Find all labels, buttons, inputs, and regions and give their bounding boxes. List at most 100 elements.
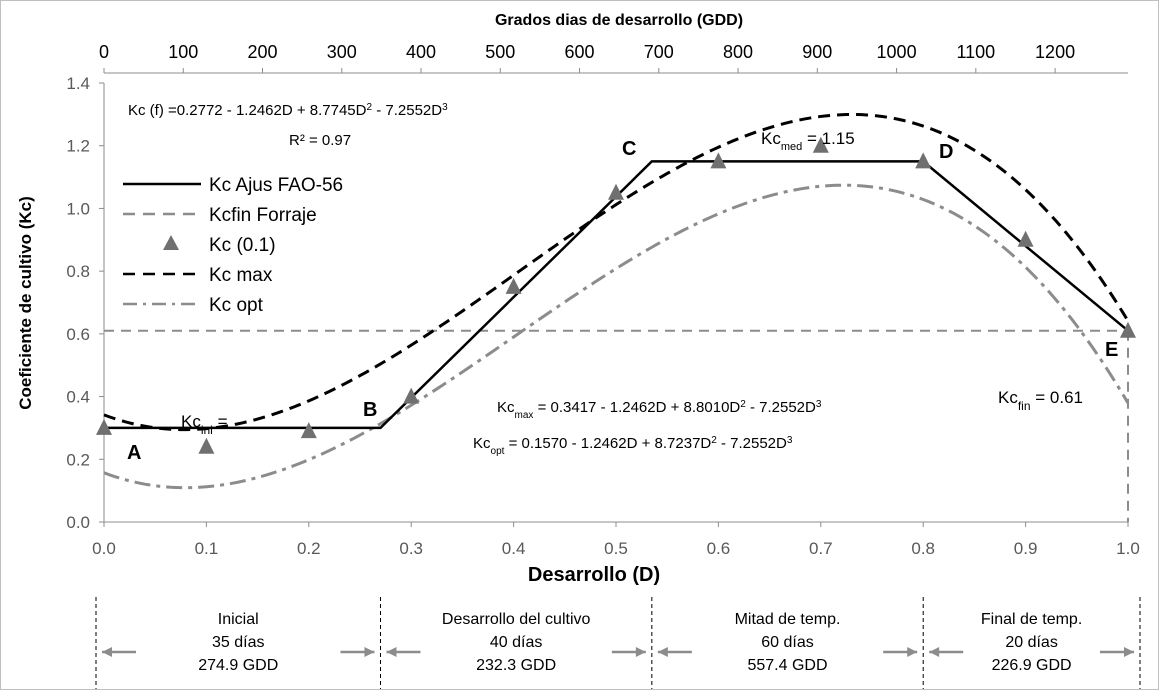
legend-label-kc-01: Kc (0.1)	[209, 235, 276, 256]
kc-01-marker	[300, 422, 317, 439]
kc-01-marker	[608, 183, 624, 200]
x-tick-label: 1.0	[1116, 539, 1140, 558]
y-tick-label: 0.4	[66, 388, 90, 407]
legend-item-kc-01: Kc (0.1)	[163, 235, 276, 256]
y-tick-label: 0.0	[66, 513, 90, 532]
legend-item-kcfin-forraje: Kcfin Forraje	[123, 205, 317, 226]
legend-item-kc-max: Kc max	[123, 265, 273, 286]
kc-01-marker	[505, 277, 522, 294]
stage-arrowhead	[907, 647, 918, 657]
top-tick-label: 500	[485, 42, 515, 62]
top-axis-ticks: 0 100 200 300 400 500 600 700 800 900 1000 1100 1200	[99, 42, 1075, 73]
stage-arrowhead	[635, 647, 646, 657]
series-kc-opt	[103, 183, 1130, 490]
point-label-a: A	[127, 442, 141, 464]
top-tick-label: 200	[247, 42, 277, 62]
x-tick-label: 0.6	[707, 539, 731, 558]
stage-gdd: 274.9 GDD	[198, 657, 278, 674]
y-tick-label: 1.4	[66, 74, 90, 93]
kc-max-equation: Kcmax = 0.3417 - 1.2462D + 8.8010D2 - 7.…	[497, 399, 822, 421]
point-label-e: E	[1105, 339, 1118, 361]
stage-name: Final de temp.	[981, 611, 1082, 628]
top-tick-label: 300	[327, 42, 357, 62]
top-tick-label: 1200	[1035, 42, 1075, 62]
kc-01-marker	[812, 136, 829, 153]
stage-days: 35 días	[212, 634, 264, 651]
top-tick-label: 400	[406, 42, 436, 62]
x-tick-label: 0.7	[809, 539, 833, 558]
legend: Kc Ajus FAO-56 Kcfin Forraje Kc (0.1) Kc…	[123, 175, 343, 316]
kc-fin-label: Kcfin = 0.61	[998, 388, 1083, 413]
series-kc-max	[103, 112, 1130, 432]
legend-label-kcfin-forraje: Kcfin Forraje	[209, 205, 317, 226]
top-tick-label: 100	[168, 42, 198, 62]
x-tick-label: 0.9	[1014, 539, 1038, 558]
kc-01-marker	[1017, 230, 1034, 247]
y-tick-label: 0.6	[66, 325, 90, 344]
y-axis-ticks: 0.0 0.2 0.4 0.6 0.8 1.0 1.2 1.4	[66, 74, 104, 532]
stage-arrowhead	[657, 647, 668, 657]
stage-name: Desarrollo del cultivo	[442, 611, 591, 628]
stage-arrowhead	[386, 647, 397, 657]
stage-gdd: 557.4 GDD	[747, 657, 827, 674]
top-tick-label: 600	[565, 42, 595, 62]
kc-01-marker	[96, 418, 112, 435]
x-tick-label: 0.4	[502, 539, 526, 558]
stage-days: 40 días	[490, 634, 542, 651]
kc-ini-label: Kcini =	[181, 412, 228, 437]
point-label-b: B	[363, 399, 377, 421]
stage-arrowhead	[364, 647, 375, 657]
stage-arrowhead	[929, 647, 940, 657]
legend-swatch-kc-01	[163, 235, 179, 250]
series-layer	[103, 112, 1130, 522]
legend-item-kc-ajus: Kc Ajus FAO-56	[123, 175, 343, 196]
top-tick-label: 800	[723, 42, 753, 62]
kc-opt-equation: Kcopt = 0.1570 - 1.2462D + 8.7237D2 - 7.…	[473, 435, 793, 457]
top-tick-label: 1000	[877, 42, 917, 62]
x-tick-label: 0.5	[604, 539, 628, 558]
top-tick-label: 700	[644, 42, 674, 62]
point-label-d: D	[939, 141, 953, 163]
y-tick-label: 0.2	[66, 450, 90, 469]
kc-med-label: Kcmed = 1.15	[761, 129, 855, 153]
x-tick-label: 0.2	[297, 539, 321, 558]
y-axis-title: Coeficiente de cultivo (Kc)	[16, 196, 35, 409]
kc-01-marker	[198, 437, 215, 454]
stage-gdd: 232.3 GDD	[476, 657, 556, 674]
x-tick-label: 0.3	[399, 539, 423, 558]
top-tick-label: 900	[802, 42, 832, 62]
legend-label-kc-opt: Kc opt	[209, 295, 264, 316]
series-kc-ajus-fao56	[104, 160, 1129, 430]
kc-01-marker	[710, 152, 727, 169]
top-axis-title: Grados dias de desarrollo (GDD)	[495, 12, 743, 29]
top-tick-label: 1100	[956, 42, 995, 62]
y-tick-label: 0.8	[66, 262, 90, 281]
stage-name: Inicial	[218, 611, 259, 628]
y-tick-label: 1.0	[66, 199, 90, 218]
stage-name: Mitad de temp.	[735, 611, 841, 628]
legend-label-kc-max: Kc max	[209, 265, 273, 286]
y-tick-label: 1.2	[66, 137, 90, 156]
r-squared: R² = 0.97	[289, 132, 351, 149]
kc-01-marker	[915, 152, 932, 169]
x-axis-title: Desarrollo (D)	[528, 564, 660, 586]
kc-01-marker	[1120, 321, 1136, 338]
stage-days: 20 días	[1005, 634, 1057, 651]
stage-arrowhead	[102, 647, 112, 657]
stage-days: 60 días	[761, 634, 813, 651]
kc-01-marker	[403, 387, 420, 404]
x-tick-label: 0.0	[92, 539, 116, 558]
x-tick-label: 0.1	[195, 539, 219, 558]
stage-arrowhead	[1124, 647, 1134, 657]
legend-item-kc-opt: Kc opt	[123, 295, 264, 316]
legend-label-kc-ajus: Kc Ajus FAO-56	[209, 175, 343, 196]
point-label-c: C	[622, 138, 636, 160]
stage-band: Inicial 35 días 274.9 GDD Desarrollo del cu…	[95, 597, 1141, 689]
fit-equation: Kc (f) =0.2772 - 1.2462D + 8.7745D2 - 7.…	[128, 102, 448, 120]
markers-layer	[96, 136, 1136, 454]
x-axis-ticks: 0.0 0.1 0.2 0.3 0.4 0.5 0.6 0.7 0.8 0.9 1.0	[92, 522, 1140, 558]
x-tick-label: 0.8	[911, 539, 935, 558]
stage-gdd: 226.9 GDD	[992, 657, 1072, 674]
